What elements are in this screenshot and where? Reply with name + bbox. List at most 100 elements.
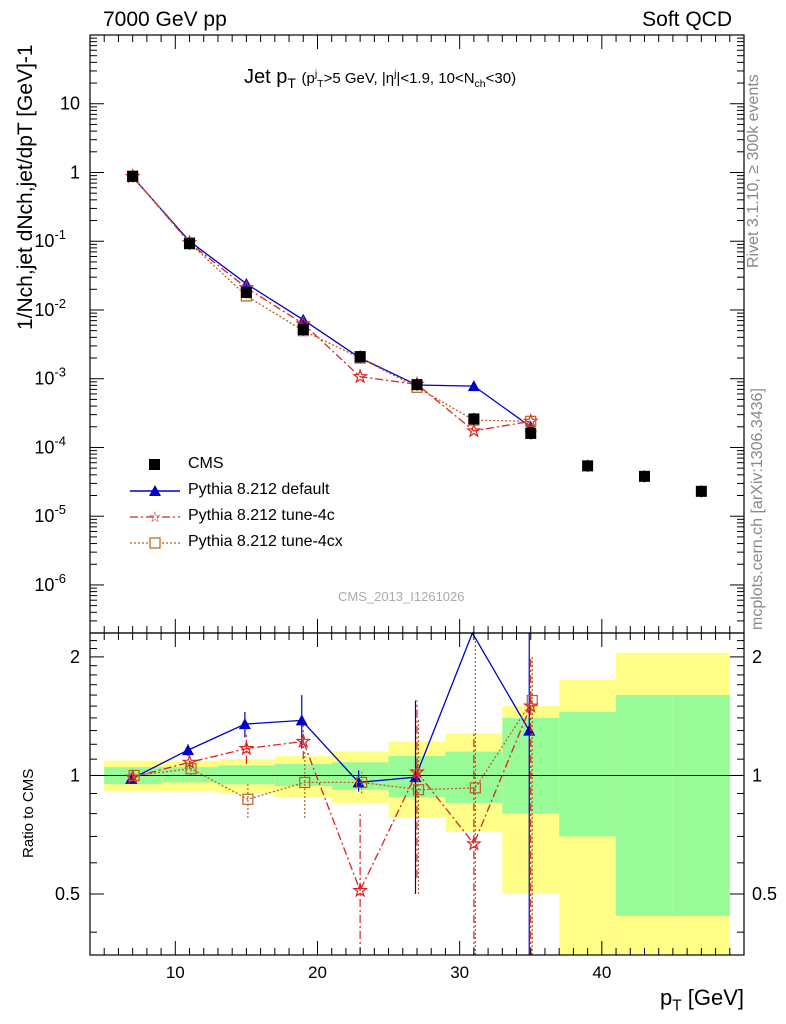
- cms-point-2: [240, 286, 252, 298]
- axis-ticks: 10 20 30 40 10 1 10-1 10-2 10-3 10-4 10-5 10-6 0.5 0.…: [34, 35, 777, 982]
- ratio-line-3: [134, 700, 533, 800]
- legend-label-tune4cx: Pythia 8.212 tune-4cx: [188, 533, 343, 550]
- title-cut-3: |<1.9, 10<N: [396, 70, 475, 87]
- ratio-tick-label-left: 2: [70, 647, 80, 667]
- ratio-tick-label-left: 1: [70, 765, 80, 785]
- title-cut-1-sub: T: [317, 78, 324, 90]
- ratio-axis-label: Ratio to CMS: [20, 768, 37, 858]
- title-cut-4: <30): [485, 70, 517, 87]
- ratio-point-2-4: [352, 882, 369, 898]
- ratio-point-2-0: [124, 768, 141, 784]
- legend-item-default: Pythia 8.212 default: [128, 478, 428, 504]
- svg-text:☆: ☆: [148, 509, 161, 526]
- title-cut-2: >5 GeV, |η: [323, 70, 395, 87]
- y-tick-label: 10-4: [34, 433, 66, 457]
- ratio-point-1-3: [295, 714, 308, 726]
- cms-point-5: [411, 379, 423, 391]
- title-cut-2-sup: j: [394, 68, 397, 80]
- green-band-bin-1: [161, 767, 218, 783]
- ratio-point-2-6: [465, 835, 482, 851]
- green-band-bin-2: [217, 765, 275, 785]
- legend-label-cms: CMS: [188, 455, 224, 472]
- cms-point-0: [127, 170, 139, 182]
- process-label: Soft QCD: [642, 8, 732, 31]
- ratio-point-2-5: [409, 763, 425, 779]
- y-tick-label: 10-6: [34, 571, 66, 595]
- ratio-point-1-2: [238, 718, 251, 730]
- title-cuts: (pjT>5 GeV, |ηj|<1.9, 10<Nch<30): [301, 68, 517, 90]
- green-band-bin-8: [559, 711, 617, 837]
- title-cut-3-sub: ch: [474, 78, 486, 90]
- ratio-point-3-5: [412, 784, 425, 796]
- green-band-bin-9: [616, 695, 673, 916]
- ratio-point-3-2: [242, 793, 254, 805]
- ratio-line-2: [132, 705, 532, 893]
- cms-point-7: [525, 427, 537, 439]
- ratio-tick-label-right: 2: [752, 647, 762, 667]
- ratio-point-3-7: [526, 694, 538, 707]
- title-main: Jet p: [244, 66, 288, 88]
- x-label-main: p: [659, 985, 673, 1010]
- ratio-tick-label-right: 0.5: [752, 884, 777, 904]
- main-line-3: [132, 175, 531, 422]
- rivet-label: Rivet 3.1.10, ≥ 300k events: [745, 74, 762, 268]
- main-point-1-6: [467, 380, 480, 392]
- ratio-point-3-1: [185, 763, 197, 775]
- green-band-bin-10: [672, 695, 730, 916]
- ratio-plot-series: [124, 631, 539, 955]
- ratio-point-1-7: [523, 724, 536, 736]
- ratio-point-3-0: [128, 769, 140, 782]
- main-plot-series: [124, 168, 707, 498]
- x-tick-label: 40: [592, 963, 611, 982]
- y-tick-label: 10-5: [34, 502, 66, 526]
- ratio-point-2-7: [522, 697, 539, 713]
- legend-label-default: Pythia 8.212 default: [188, 481, 330, 498]
- legend-item-tune4c: ☆ Pythia 8.212 tune-4c: [128, 504, 428, 530]
- legend-marker-tune4cx: [130, 537, 180, 549]
- title-cut-1-sup: j: [314, 68, 318, 80]
- chart-title: Jet pT (pjT>5 GeV, |ηj|<1.9, 10<Nch<30): [244, 66, 516, 91]
- title-main-sub: T: [287, 75, 296, 91]
- cms-point-1: [184, 238, 196, 250]
- x-label-unit: [GeV]: [681, 985, 744, 1010]
- ratio-point-2-3: [295, 733, 312, 749]
- y-tick-label: 10: [60, 94, 80, 114]
- main-point-2-4: [352, 368, 369, 384]
- y-tick-label: 10-1: [34, 227, 66, 251]
- ratio-tick-label-right: 1: [752, 765, 762, 785]
- ratio-point-2-2: [238, 740, 255, 756]
- y-axis-label: 1/Nch,jet dNch,jet/dpT [GeV]-1: [14, 44, 37, 330]
- ratio-point-2-1: [181, 753, 198, 769]
- legend-item-tune4cx: Pythia 8.212 tune-4cx: [128, 530, 428, 556]
- y-tick-label: 10-2: [34, 296, 66, 320]
- energy-label: 7000 GeV pp: [103, 8, 227, 31]
- main-line-1: [132, 176, 532, 428]
- mcplots-label: mcplots.cern.ch [arXiv:1306.3436]: [749, 388, 766, 630]
- main-point-3-7: [525, 415, 537, 427]
- ratio-line-1: [130, 631, 530, 784]
- cms-point-10: [695, 485, 707, 497]
- ratio-uncertainty-bands: [104, 652, 730, 955]
- ratio-point-3-6: [469, 782, 481, 794]
- main-line-2: [132, 176, 531, 432]
- ratio-point-3-4: [356, 776, 368, 789]
- legend-marker-default: [130, 485, 180, 496]
- ratio-tick-label-left: 0.5: [55, 884, 80, 904]
- main-point-2-6: [465, 422, 482, 438]
- legend-label-tune4c: Pythia 8.212 tune-4c: [188, 507, 335, 524]
- legend-marker-cms: [149, 459, 160, 470]
- x-tick-label: 20: [308, 963, 327, 982]
- analysis-watermark: CMS_2013_I1261026: [338, 589, 465, 604]
- x-tick-label: 10: [166, 963, 185, 982]
- cms-point-3: [297, 323, 309, 335]
- legend: CMS Pythia 8.212 default ☆ Pythia 8.212 …: [128, 452, 428, 556]
- ratio-point-1-1: [182, 744, 195, 756]
- y-tick-label: 10-3: [34, 365, 66, 389]
- ratio-point-3-3: [299, 776, 311, 789]
- x-tick-label: 30: [450, 963, 469, 982]
- legend-marker-tune4c: ☆: [130, 509, 180, 526]
- y-tick-label: 1: [70, 162, 80, 182]
- x-label-sub: T: [672, 997, 682, 1015]
- title-cut-1: (p: [301, 70, 315, 87]
